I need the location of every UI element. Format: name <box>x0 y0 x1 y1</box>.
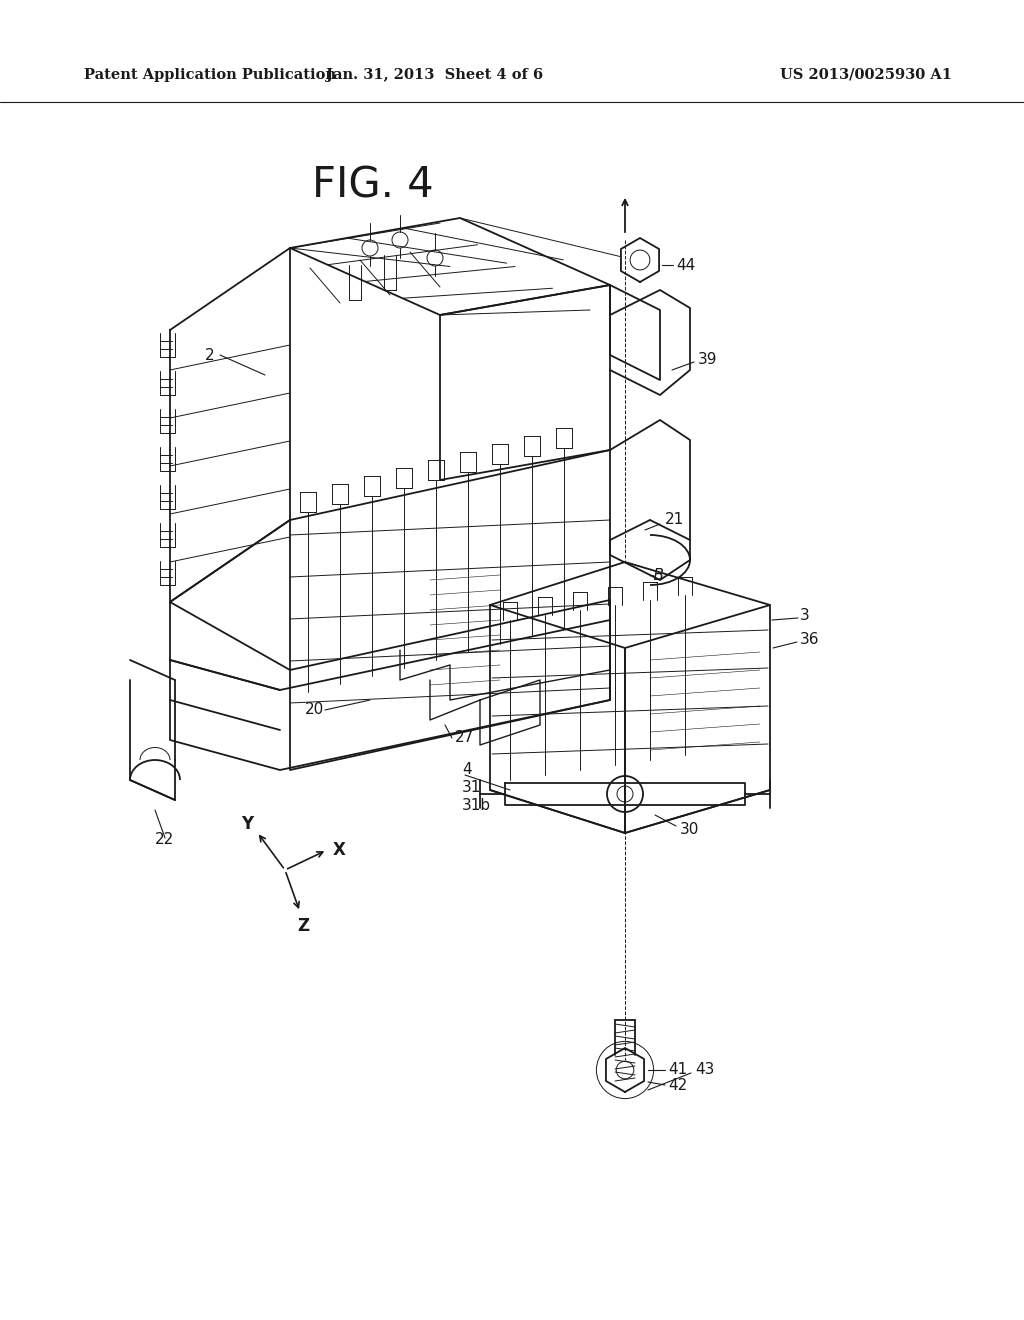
Text: 43: 43 <box>695 1063 715 1077</box>
Text: 22: 22 <box>155 833 174 847</box>
Text: 20: 20 <box>305 702 325 718</box>
Text: 39: 39 <box>698 352 718 367</box>
Text: Y: Y <box>241 814 253 833</box>
Text: 31: 31 <box>462 780 481 796</box>
Text: US 2013/0025930 A1: US 2013/0025930 A1 <box>780 69 952 82</box>
Text: 31b: 31b <box>462 797 492 813</box>
Text: -B: -B <box>648 568 664 582</box>
Text: Jan. 31, 2013  Sheet 4 of 6: Jan. 31, 2013 Sheet 4 of 6 <box>327 69 544 82</box>
Text: 42: 42 <box>668 1077 687 1093</box>
Text: 30: 30 <box>680 822 699 837</box>
Text: 2: 2 <box>205 347 215 363</box>
Text: 27: 27 <box>455 730 474 746</box>
Text: 3: 3 <box>800 607 810 623</box>
Text: FIG. 4: FIG. 4 <box>312 165 433 207</box>
Text: Z: Z <box>297 917 309 935</box>
Text: 21: 21 <box>665 512 684 528</box>
Text: 36: 36 <box>800 632 819 648</box>
Text: 44: 44 <box>676 257 695 272</box>
Text: Patent Application Publication: Patent Application Publication <box>84 69 336 82</box>
Text: X: X <box>333 841 345 859</box>
Text: 41: 41 <box>668 1063 687 1077</box>
Text: 4: 4 <box>462 763 472 777</box>
